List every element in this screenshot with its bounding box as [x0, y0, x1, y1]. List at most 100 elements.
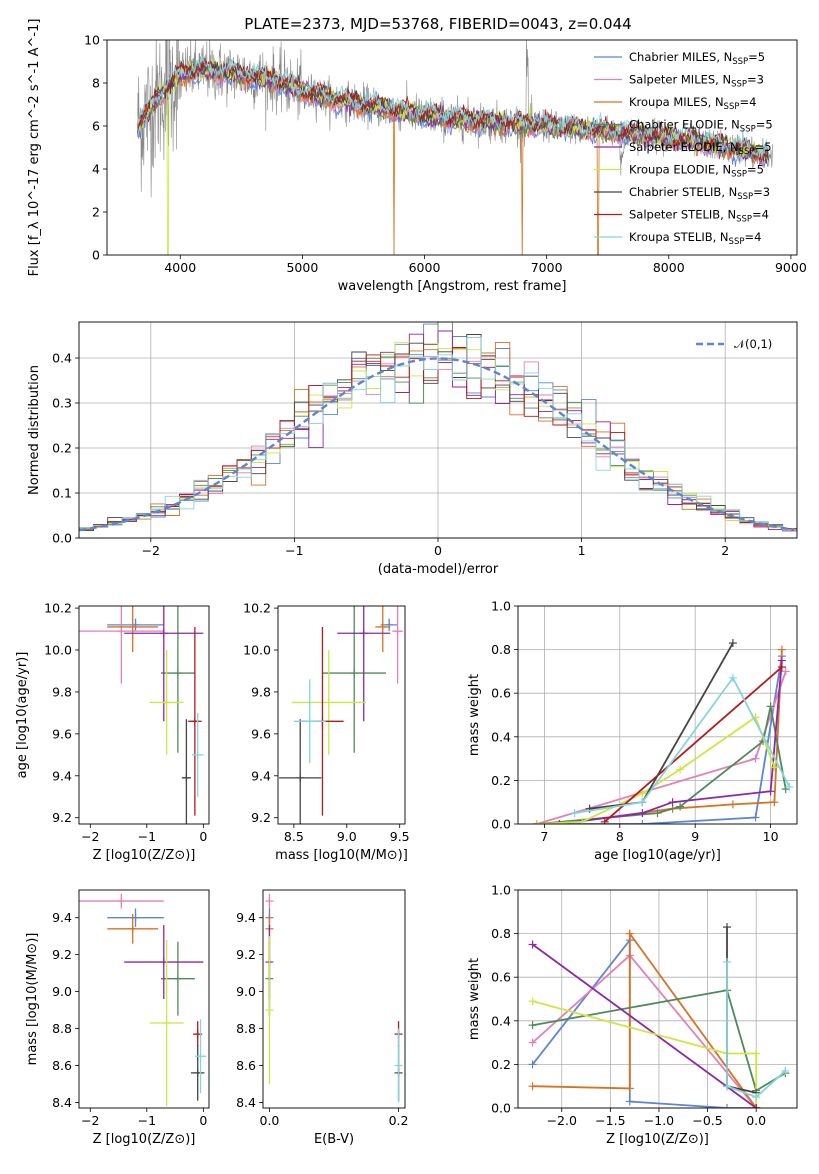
axes-frame [78, 889, 210, 1109]
axes-frame [517, 605, 798, 825]
legend-value: =4 [739, 95, 756, 109]
x-tick-label: 7 [540, 829, 548, 844]
y-tick-label: 9.4 [52, 910, 72, 925]
y-tick-label: 0.3 [52, 396, 72, 411]
error-bar-point [107, 618, 164, 632]
mass-weight-line [532, 930, 757, 1108]
y-tick-label: 2 [92, 205, 100, 220]
legend-value: =3 [747, 73, 764, 87]
legend-value: =5 [756, 118, 773, 132]
x-tick-label: 8000 [653, 260, 685, 275]
y-tick-label: 10.2 [44, 601, 72, 616]
legend-entry: Kroupa STELIB, NSSP=4 [629, 230, 761, 247]
mass-weight-line [536, 649, 783, 824]
axes-frame [78, 605, 210, 825]
x-tick-label: 9000 [775, 260, 807, 275]
legend-entry: Chabrier STELIB, NSSP=3 [629, 185, 770, 202]
legend-subscript: SSP [739, 147, 755, 157]
y-tick-label: 8.6 [52, 1058, 72, 1073]
error-bar-point [107, 908, 164, 927]
y-tick-label: 9.6 [251, 726, 271, 741]
age-vs-mass-panel: 8.5 9.0 9.5 9.2 9.4 9.6 9.8 10.0 10.2 mass [log10… [243, 601, 409, 863]
mass-weight-line [536, 706, 787, 824]
legend-entry: Salpeter STELIB, NSSP=4 [629, 208, 769, 225]
x-tick-label: 9 [691, 829, 699, 844]
y-axis-label: age [log10(age/yr)] [15, 652, 30, 779]
x-tick-label: 0.0 [260, 1113, 280, 1128]
y-axis-label: Normed distribution [27, 365, 42, 495]
error-bar-point [293, 679, 326, 764]
y-tick-label: 8.4 [52, 1095, 72, 1110]
x-tick-label: −1 [285, 543, 303, 558]
x-axis-label: (data-model)/error [378, 562, 499, 577]
x-tick-label: 0.0 [746, 1113, 766, 1128]
y-axis-label: Flux [f_λ 10^-17 erg cm^-2 s^-1 A^-1] [27, 19, 42, 277]
plot-area [79, 322, 797, 538]
legend-value: =5 [748, 50, 765, 64]
mass-weight-line [559, 660, 783, 824]
error-bar-point [79, 606, 164, 684]
axes-frame [517, 889, 798, 1109]
y-tick-label: 9.8 [251, 684, 271, 699]
x-axis-label: wavelength [Angstrom, rest frame] [338, 279, 567, 294]
x-axis-label: Z [log10(Z/Z⊙)] [93, 1132, 196, 1147]
legend-value: =5 [747, 163, 764, 177]
x-tick-label: 5000 [286, 260, 318, 275]
x-tick-label: −1.0 [644, 1113, 674, 1128]
legend-entry: Kroupa ELODIE, NSSP=5 [629, 163, 764, 180]
y-tick-label: 4 [92, 162, 100, 177]
legend-value: =4 [744, 230, 761, 244]
y-tick-label: 9.0 [52, 984, 72, 999]
residual-histogram-step [79, 337, 797, 538]
error-bar-point [375, 606, 391, 653]
error-bar-point [181, 719, 191, 824]
x-axis-label: E(B-V) [314, 1132, 354, 1147]
y-tick-label: 0.4 [52, 351, 72, 366]
error-bar-point [265, 936, 274, 1084]
y-tick-label: 10 [84, 33, 100, 48]
plot-area [528, 923, 790, 1108]
legend-subscript: SSP [731, 170, 747, 180]
error-bar-point [265, 893, 274, 909]
model-spectrum-line [137, 55, 769, 159]
x-tick-label: −2.0 [547, 1113, 577, 1128]
x-tick-label: −0.5 [692, 1113, 722, 1128]
mass-weight-line [604, 666, 783, 823]
x-tick-label: 7000 [531, 260, 563, 275]
plot-area [279, 606, 403, 824]
y-tick-label: 0.8 [491, 642, 511, 657]
legend-value: =3 [753, 185, 770, 199]
error-bar-point [291, 650, 366, 755]
legend-entry: Chabrier ELODIE, NSSP=5 [629, 118, 773, 135]
y-tick-label: 0.4 [491, 729, 511, 744]
mass-weight-line [726, 927, 757, 1094]
spectrum-panel: 4000 5000 6000 7000 8000 9000 0 2 4 6 8 10 wavelengt… [27, 19, 807, 294]
y-tick-label: 10.0 [44, 643, 72, 658]
y-tick-label: 1.0 [491, 599, 511, 614]
plot-area [137, 40, 773, 255]
y-tick-label: 0.6 [491, 686, 511, 701]
x-axis-label: mass [log10(M/M⊙)] [275, 848, 408, 863]
axes-frame [262, 889, 406, 1109]
x-tick-label: −1 [138, 829, 156, 844]
y-tick-label: 0.0 [491, 1101, 511, 1116]
y-tick-label: 0.0 [52, 531, 72, 546]
y-tick-label: 0.2 [52, 441, 72, 456]
y-tick-label: 1.0 [491, 883, 511, 898]
x-axis-label: age [log10(age/yr)] [594, 848, 721, 863]
y-tick-label: 0.6 [491, 970, 511, 985]
grid-lines [518, 889, 797, 1109]
x-axis-label: Z [log10(Z/Z⊙)] [93, 848, 196, 863]
x-tick-label: 6000 [409, 260, 441, 275]
legend-entry: 𝒩(0,1) [734, 337, 772, 351]
x-tick-label: 0.2 [389, 1113, 409, 1128]
legend-subscript: SSP [724, 102, 740, 112]
x-axis-label: Z [log10(Z/Z⊙)] [606, 1132, 709, 1147]
error-bar-point [107, 606, 159, 653]
plot-area [265, 893, 403, 1103]
y-tick-label: 0.0 [491, 817, 511, 832]
legend-entry: Salpeter ELODIE, NSSP=5 [629, 140, 772, 157]
legend-value: =5 [755, 140, 772, 154]
mass-weight-line [536, 671, 787, 824]
mass-weight-line [574, 676, 791, 814]
